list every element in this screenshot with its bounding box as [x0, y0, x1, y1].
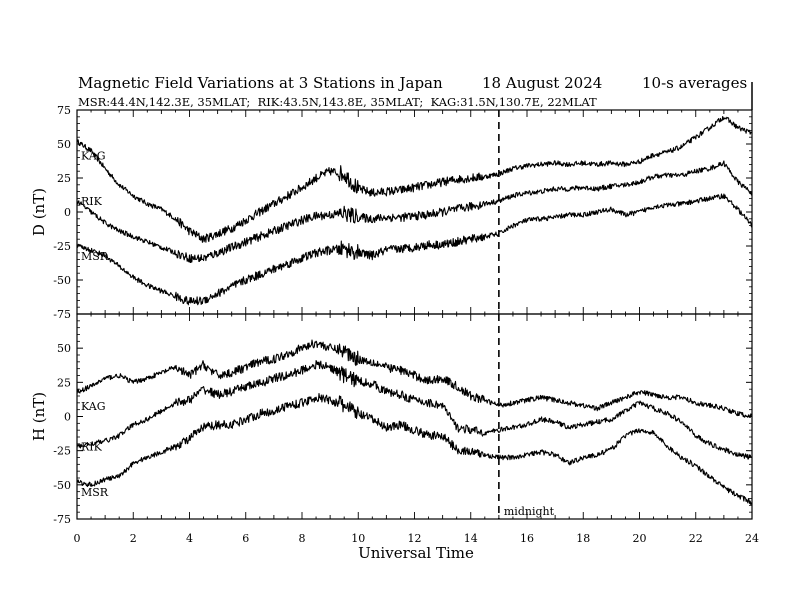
y-tick-label: -50	[53, 479, 71, 492]
series-line-kag	[76, 339, 753, 419]
midnight-label: midnight	[504, 505, 555, 518]
series-label-msr: MSR	[81, 250, 109, 263]
x-tick-label: 2	[130, 532, 137, 545]
series-label-rik: RIK	[81, 195, 103, 208]
series-label-msr: MSR	[81, 486, 109, 499]
series-line-rik	[76, 160, 753, 263]
series-label-rik: RIK	[81, 441, 103, 454]
y-tick-label: -75	[53, 308, 71, 321]
panel-d: 75 50 25 0 -25 -50 -75 D (nT) KAG RIK MSR	[30, 104, 753, 321]
x-tick-label: 10	[351, 532, 365, 545]
x-tick-label: 18	[576, 532, 590, 545]
chart-averaging: 10-s averages	[642, 74, 747, 92]
series-line-msr	[77, 393, 753, 506]
x-tick-label: 14	[464, 532, 478, 545]
x-tick-label: 6	[242, 532, 249, 545]
chart-date: 18 August 2024	[482, 74, 602, 92]
y-tick-label: -25	[53, 240, 71, 253]
x-axis-label: Universal Time	[358, 544, 474, 562]
x-tick-label: 24	[745, 532, 759, 545]
series-label-kag: KAG	[81, 149, 106, 162]
y-tick-label: -75	[53, 513, 71, 526]
x-tick-label: 0	[74, 532, 81, 545]
series-label-kag: KAG	[81, 400, 106, 413]
y-tick-label: 50	[57, 138, 71, 151]
y-tick-label: -50	[53, 274, 71, 287]
x-tick-label: 12	[408, 532, 422, 545]
x-tick-label: 22	[689, 532, 703, 545]
y-tick-label: 0	[64, 411, 71, 424]
plot-layer: 75 50 25 0 -25 -50 -75 D (nT) KAG RIK MSR 50 25 0 -25 -…	[30, 82, 759, 545]
panel-frame	[76, 313, 753, 520]
y-tick-label: 0	[64, 206, 71, 219]
y-tick-label: -25	[53, 445, 71, 458]
panel-frame	[76, 109, 753, 315]
y-axis-label: D (nT)	[30, 188, 48, 236]
y-tick-label: 50	[57, 342, 71, 355]
chart-title: Magnetic Field Variations at 3 Stations …	[78, 74, 443, 92]
y-tick-label: 75	[57, 104, 71, 117]
series-line-rik	[76, 360, 753, 460]
series-line-msr	[76, 193, 753, 306]
y-axis-label: H (nT)	[30, 392, 48, 441]
x-tick-label: 16	[520, 532, 534, 545]
panel-h: 50 25 0 -25 -50 -75 H (nT) KAG RIK MSR	[30, 313, 753, 526]
series-line-kag	[76, 115, 753, 243]
y-tick-label: 25	[57, 172, 71, 185]
x-tick-label: 20	[633, 532, 647, 545]
chart-subtitle: MSR:44.4N,142.3E, 35MLAT; RIK:43.5N,143.…	[78, 95, 597, 109]
y-tick-label: 25	[57, 376, 71, 389]
x-tick-label: 8	[299, 532, 306, 545]
x-tick-label: 4	[186, 532, 193, 545]
